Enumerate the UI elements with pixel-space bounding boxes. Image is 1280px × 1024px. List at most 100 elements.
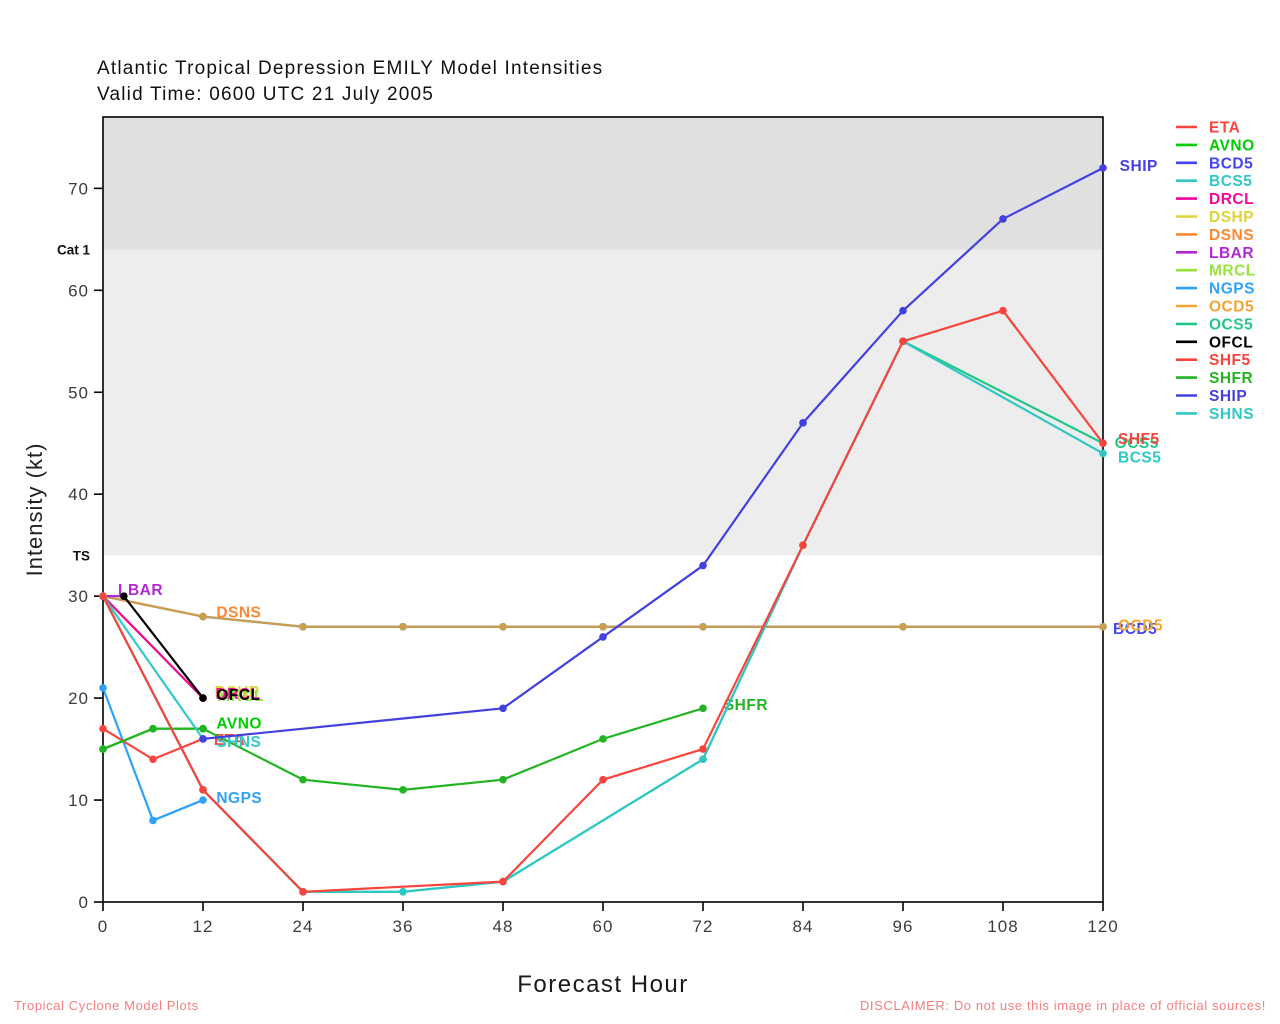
x-axis-title: Forecast Hour xyxy=(517,971,689,998)
data-point-SHIP xyxy=(599,633,607,641)
series-label-SHIP: SHIP xyxy=(1120,158,1158,175)
chart-subtitle: Valid Time: 0600 UTC 21 July 2005 xyxy=(97,84,435,105)
y-tick-label: 60 xyxy=(68,281,89,300)
data-point-SHFR xyxy=(599,735,607,743)
data-point-SHF5 xyxy=(699,745,707,753)
legend-label-SHIP: SHIP xyxy=(1209,388,1247,405)
data-point-OCD5 xyxy=(699,622,707,631)
series-label-DSNS: DSNS xyxy=(216,604,261,621)
data-point-OCD5 xyxy=(199,612,207,621)
series-label-BCD5: BCD5 xyxy=(1113,621,1157,638)
data-point-SHF5 xyxy=(599,775,607,784)
y-tick-label: 50 xyxy=(68,383,89,402)
data-point-ETA xyxy=(149,755,157,764)
series-label-LBAR: LBAR xyxy=(118,582,163,599)
data-point-OCD5 xyxy=(599,622,607,631)
data-point-NGPS xyxy=(99,684,107,692)
y-tick-label: 40 xyxy=(68,485,89,504)
credit-line: Tropical Cyclone Model Plots xyxy=(14,997,199,1013)
legend-label-SHF5: SHF5 xyxy=(1209,352,1251,369)
data-point-SHFR xyxy=(499,775,507,784)
series-label-SHFR: SHFR xyxy=(724,697,768,714)
y-tick-label: 10 xyxy=(68,791,89,810)
series-label-SHNS: SHNS xyxy=(216,734,261,751)
series-label-MRCL: MRCL xyxy=(217,688,264,705)
x-tick-label: 0 xyxy=(98,917,108,936)
series-line-OFCL xyxy=(122,595,204,699)
data-point-SHF5 xyxy=(899,337,907,346)
series-label-OFCL: OFCL xyxy=(216,687,260,704)
data-point-OCD5 xyxy=(499,622,507,631)
data-point-SHIP xyxy=(499,704,507,713)
x-tick-label: 48 xyxy=(493,917,514,936)
x-tick-label: 24 xyxy=(293,917,314,936)
legend-label-OCS5: OCS5 xyxy=(1209,316,1253,333)
legend-label-BCS5: BCS5 xyxy=(1209,173,1252,190)
legend-label-NGPS: NGPS xyxy=(1209,281,1255,298)
series-label-DRCL: DRCL xyxy=(216,686,261,703)
chart-title: Atlantic Tropical Depression EMILY Model… xyxy=(97,58,604,79)
data-point-SHFR xyxy=(149,724,157,733)
y-tick-label: 20 xyxy=(68,689,89,708)
x-tick-label: 108 xyxy=(987,917,1018,936)
legend-label-SHFR: SHFR xyxy=(1209,370,1253,387)
series-label-AVNO: AVNO xyxy=(216,716,262,733)
series-label-BCS5: BCS5 xyxy=(1118,450,1161,467)
x-tick-label: 72 xyxy=(693,917,714,936)
series-line-DRCL xyxy=(102,595,204,699)
band-label: TS xyxy=(73,548,90,563)
intensity-band xyxy=(103,117,1103,250)
data-point-SHFR xyxy=(99,745,107,753)
disclaimer-line: DISCLAIMER: Do not use this image in pla… xyxy=(859,997,1266,1013)
data-point-SHIP xyxy=(799,419,807,427)
series-line-SHNS xyxy=(102,595,204,740)
legend-label-DRCL: DRCL xyxy=(1209,191,1254,208)
data-point-SHF5 xyxy=(499,877,507,886)
series-line-NGPS xyxy=(101,687,204,822)
band-label: Cat 1 xyxy=(57,243,91,258)
series-label-DSHP: DSHP xyxy=(215,684,260,701)
legend-label-DSNS: DSNS xyxy=(1209,227,1254,244)
data-point-SHFR xyxy=(399,786,407,794)
footer-disclaimer: DISCLAIMER: Do not use this image in pla… xyxy=(852,974,1266,1024)
y-tick-label: 70 xyxy=(68,179,89,198)
legend-label-BCD5: BCD5 xyxy=(1209,155,1253,172)
x-tick-label: 12 xyxy=(193,917,214,936)
data-point-BCS5 xyxy=(1099,449,1107,458)
intensity-band xyxy=(103,249,1103,556)
data-point-SHFR xyxy=(199,724,207,733)
x-tick-label: 96 xyxy=(893,917,914,936)
series-line-SHFR xyxy=(102,707,704,791)
data-point-OCD5 xyxy=(899,622,907,631)
series-label-OCD5: OCD5 xyxy=(1118,618,1163,635)
data-point-OCD5 xyxy=(299,622,307,631)
y-axis-title: Intensity (kt) xyxy=(22,443,47,577)
data-point-SHIP xyxy=(1099,164,1107,172)
x-tick-label: 36 xyxy=(393,917,414,936)
y-tick-label: 30 xyxy=(68,587,89,606)
data-point-SHF5 xyxy=(99,592,107,600)
data-point-OFCL xyxy=(199,694,207,702)
data-point-SHIP xyxy=(899,306,907,315)
data-point-SHF5 xyxy=(299,888,307,896)
x-tick-label: 60 xyxy=(593,917,614,936)
legend-label-OFCL: OFCL xyxy=(1209,334,1253,351)
footer-credit: Tropical Cyclone Model Plots http://dere… xyxy=(14,974,379,1024)
series-label-NGPS: NGPS xyxy=(216,790,262,807)
data-point-SHFR xyxy=(299,775,307,784)
x-tick-label: 84 xyxy=(793,917,814,936)
chart-title-block: Atlantic Tropical Depression EMILY Model… xyxy=(97,56,603,108)
legend-label-OCD5: OCD5 xyxy=(1209,299,1254,316)
data-point-BCS5 xyxy=(699,755,707,764)
data-point-BCS5 xyxy=(399,888,407,896)
data-point-SHF5 xyxy=(1099,439,1107,448)
data-point-OCD5 xyxy=(399,622,407,631)
data-point-ETA xyxy=(99,724,107,733)
data-point-NGPS xyxy=(199,796,207,804)
legend-label-ETA: ETA xyxy=(1209,120,1240,137)
legend-label-LBAR: LBAR xyxy=(1209,245,1254,262)
data-point-NGPS xyxy=(149,816,157,825)
data-point-OFCL xyxy=(120,592,128,600)
series-label-SHF5: SHF5 xyxy=(1118,431,1160,448)
